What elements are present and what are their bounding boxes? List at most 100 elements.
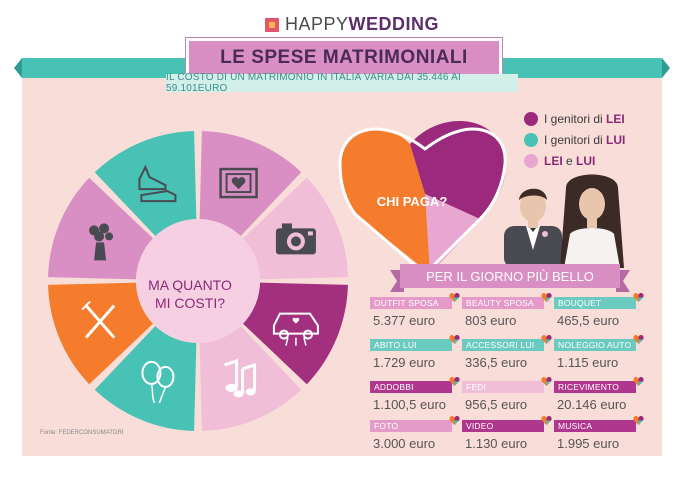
logo-text-happy: HAPPY bbox=[285, 14, 349, 34]
logo-text-wedding: WEDDING bbox=[348, 14, 440, 34]
wheel-center-line2: MI COSTI? bbox=[154, 295, 225, 311]
camera-icon bbox=[275, 223, 316, 255]
who-pays-heart: CHI PAGA? bbox=[338, 121, 507, 277]
payer-heart-icon bbox=[541, 377, 552, 386]
cost-wheel bbox=[48, 131, 348, 431]
cost-item: FEDI 956,5 euro bbox=[462, 377, 552, 412]
payer-heart-icon bbox=[541, 293, 552, 302]
legend-prefix: I genitori di bbox=[544, 112, 607, 126]
legend-dot-icon bbox=[524, 112, 538, 126]
wheel-segment bbox=[48, 282, 154, 385]
couple-illustration bbox=[504, 174, 624, 268]
cost-item: RICEVIMENTO 20.146 euro bbox=[554, 377, 644, 412]
legend-dot-icon bbox=[524, 154, 538, 168]
payer-heart-icon bbox=[449, 377, 460, 386]
cost-item: FOTO 3.000 euro bbox=[370, 416, 460, 451]
subtitle-box: IL COSTO DI UN MATRIMONIO IN ITALIA VARI… bbox=[166, 72, 518, 94]
cost-value: 1.100,5 euro bbox=[373, 397, 447, 412]
cost-value: 5.377 euro bbox=[373, 313, 436, 328]
cost-label: BOUQUET bbox=[554, 297, 636, 309]
bouquet-icon bbox=[89, 223, 114, 261]
payer-heart-icon bbox=[541, 335, 552, 344]
page-subtitle: IL COSTO DI UN MATRIMONIO IN ITALIA VARI… bbox=[166, 72, 461, 94]
cost-value: 1.995 euro bbox=[557, 436, 620, 451]
payer-heart-icon bbox=[633, 377, 644, 386]
wheel-segment bbox=[94, 325, 197, 431]
cost-label: BEAUTY SPOSA bbox=[462, 297, 544, 309]
heart-pink-part bbox=[425, 194, 480, 274]
cost-item: VIDEO 1.130 euro bbox=[462, 416, 552, 451]
cost-item: MUSICA 1.995 euro bbox=[554, 416, 644, 451]
cost-value: 20.146 euro bbox=[557, 397, 627, 412]
shoes-icon bbox=[138, 164, 177, 203]
legend-item-lui-parents: I genitori di LUI bbox=[524, 133, 625, 147]
cost-label: ACCESSORI LUI bbox=[462, 339, 544, 351]
payer-heart-icon bbox=[449, 416, 460, 425]
legend-dot-icon bbox=[524, 133, 538, 147]
cost-item: ABITO LUI 1.729 euro bbox=[370, 335, 460, 370]
bowtie-icon bbox=[530, 228, 536, 232]
payer-heart-icon bbox=[633, 293, 644, 302]
heart-purple-part bbox=[410, 121, 506, 219]
logo: HAPPY WEDDING bbox=[265, 14, 439, 35]
logo-mark-icon bbox=[265, 17, 279, 32]
heart-label: CHI PAGA? bbox=[377, 194, 448, 209]
wheel-segment bbox=[94, 131, 197, 237]
banner-text: PER IL GIORNO PIÙ BELLO bbox=[426, 269, 594, 284]
legend-item-lei-parents: I genitori di LEI bbox=[524, 112, 625, 126]
legend-bold: LEI bbox=[606, 112, 625, 126]
bride-face bbox=[579, 188, 605, 220]
music-notes-icon bbox=[224, 358, 257, 398]
cost-item: OUTFIT SPOSA 5.377 euro bbox=[370, 293, 460, 328]
wheel-segment bbox=[199, 325, 302, 431]
legend-bold: LEI bbox=[544, 154, 563, 168]
payer-heart-icon bbox=[449, 335, 460, 344]
cost-item: BOUQUET 465,5 euro bbox=[554, 293, 644, 328]
cost-label: ABITO LUI bbox=[370, 339, 452, 351]
cost-label: VIDEO bbox=[462, 420, 544, 432]
wheel-center bbox=[136, 219, 260, 343]
payer-heart-icon bbox=[633, 335, 644, 344]
cost-item: NOLEGGIO AUTO 1.115 euro bbox=[554, 335, 644, 370]
title-box: LE SPESE MATRIMONIALI bbox=[186, 38, 502, 78]
legend-middle: e bbox=[562, 154, 577, 168]
cost-value: 336,5 euro bbox=[465, 355, 528, 370]
cutlery-icon bbox=[81, 300, 116, 339]
legend-item-couple: LEI e LUI bbox=[524, 154, 625, 168]
groom-face bbox=[520, 190, 546, 222]
cost-label: ADDOBBI bbox=[370, 381, 452, 393]
cost-item: ACCESSORI LUI 336,5 euro bbox=[462, 335, 552, 370]
cost-value: 465,5 euro bbox=[557, 313, 620, 328]
cost-item: BEAUTY SPOSA 803 euro bbox=[462, 293, 552, 328]
payer-heart-icon bbox=[541, 416, 552, 425]
cost-item: ADDOBBI 1.100,5 euro bbox=[370, 377, 460, 412]
cost-value: 1.115 euro bbox=[557, 355, 619, 370]
legend-bold: LUI bbox=[606, 133, 626, 147]
cost-value: 1.729 euro bbox=[373, 355, 436, 370]
cost-value: 3.000 euro bbox=[373, 436, 436, 451]
cost-value: 956,5 euro bbox=[465, 397, 528, 412]
page-title: LE SPESE MATRIMONIALI bbox=[220, 47, 468, 68]
banner: PER IL GIORNO PIÙ BELLO bbox=[390, 264, 630, 292]
cost-value: 1.130 euro bbox=[465, 436, 528, 451]
cost-label: FEDI bbox=[462, 381, 544, 393]
cost-label: FOTO bbox=[370, 420, 452, 432]
legend-bold-2: LUI bbox=[576, 154, 596, 168]
groom-hair bbox=[519, 188, 547, 200]
cost-label: MUSICA bbox=[554, 420, 636, 432]
payer-legend: I genitori di LEI I genitori di LUI LEI … bbox=[524, 112, 625, 175]
payer-heart-icon bbox=[633, 416, 644, 425]
wheel-center-line1: MA QUANTO bbox=[148, 277, 232, 293]
bride-dress bbox=[564, 228, 620, 268]
balloons-icon bbox=[141, 360, 175, 404]
source-note: Fonte: FEDERCONSUMATORI bbox=[40, 430, 124, 436]
payer-heart-icon bbox=[449, 293, 460, 302]
cost-label: OUTFIT SPOSA bbox=[370, 297, 452, 309]
cost-label: NOLEGGIO AUTO bbox=[554, 339, 636, 351]
wheel-center-text: MA QUANTO MI COSTI? bbox=[120, 276, 260, 312]
cost-value: 803 euro bbox=[465, 313, 517, 328]
wedding-car-icon bbox=[272, 312, 319, 346]
cost-label: RICEVIMENTO bbox=[554, 381, 636, 393]
heart-outline bbox=[338, 127, 507, 277]
film-heart-icon bbox=[219, 167, 258, 199]
